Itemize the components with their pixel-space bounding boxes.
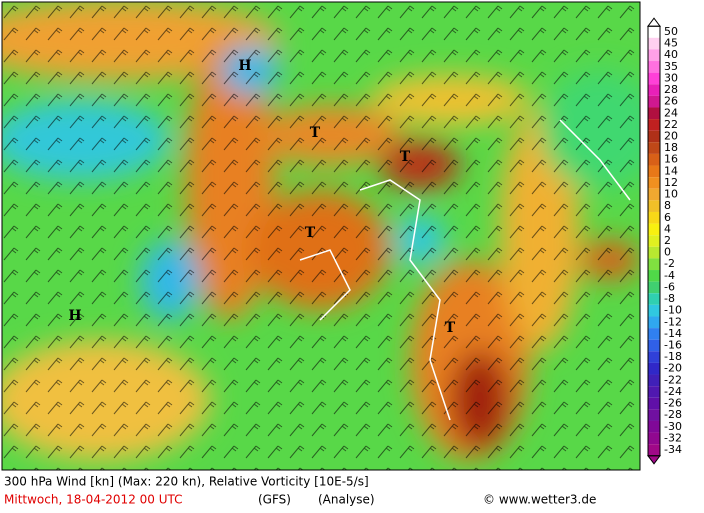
colorbar-swatch <box>648 281 660 294</box>
footer-credit: © www.wetter3.de <box>483 493 596 507</box>
colorbar-swatch <box>648 351 660 363</box>
colorbar-label: -22 <box>664 373 682 386</box>
footer-run: (Analyse) <box>318 493 375 507</box>
colorbar-label: -24 <box>664 385 682 398</box>
colorbar-swatch <box>648 200 660 212</box>
colorbar-swatch <box>648 177 660 189</box>
colorbar-swatch <box>648 270 660 282</box>
colorbar-swatch <box>648 386 660 398</box>
colorbar-label: -4 <box>664 269 675 282</box>
footer-model: (GFS) <box>258 493 291 507</box>
colorbar-label: 12 <box>664 176 678 189</box>
colorbar-swatch <box>648 258 660 271</box>
colorbar-swatch <box>648 328 660 340</box>
colorbar-label: 16 <box>664 153 678 166</box>
colorbar-label: -34 <box>664 443 682 456</box>
colorbar-bottom-arrow <box>647 455 661 465</box>
colorbar-label: 18 <box>664 141 678 154</box>
colorbar-label: 24 <box>664 106 678 119</box>
colorbar-label: 40 <box>664 48 678 61</box>
colorbar-swatch <box>648 223 660 236</box>
colorbar-label: 4 <box>664 222 671 235</box>
colorbar-swatch <box>648 304 660 317</box>
colorbar-swatch <box>648 95 660 108</box>
colorbar-label: -32 <box>664 431 682 444</box>
colorbar-swatch <box>648 235 660 247</box>
colorbar-swatch <box>648 397 660 410</box>
colorbar-swatch <box>648 444 660 456</box>
colorbar-swatch <box>648 165 660 178</box>
colorbar-label: 35 <box>664 60 678 73</box>
colorbar-label: 20 <box>664 130 678 143</box>
pressure-center: T <box>400 149 411 165</box>
colorbar-label: 2 <box>664 234 671 247</box>
colorbar-label: -2 <box>664 257 675 270</box>
colorbar-label: 10 <box>664 188 678 201</box>
colorbar-label: -12 <box>664 315 682 328</box>
colorbar-label: 26 <box>664 95 678 108</box>
colorbar-swatch <box>648 420 660 433</box>
colorbar-label: 45 <box>664 37 678 50</box>
colorbar-label: -30 <box>664 420 682 433</box>
colorbar-label: -16 <box>664 339 682 352</box>
pressure-center: H <box>238 58 251 74</box>
colorbar-swatch <box>648 211 660 224</box>
colorbar-label: -14 <box>664 327 682 340</box>
colorbar-swatch <box>648 246 660 259</box>
colorbar-swatch <box>648 130 660 143</box>
footer-date: Mittwoch, 18-04-2012 00 UTC <box>4 493 183 507</box>
colorbar-label: 6 <box>664 211 671 224</box>
colorbar-label: 28 <box>664 83 678 96</box>
colorbar-label: -28 <box>664 408 682 421</box>
colorbar-label: 30 <box>664 71 678 84</box>
colorbar-swatch <box>648 107 660 120</box>
colorbar-label: -6 <box>664 280 675 293</box>
colorbar-label: -8 <box>664 292 675 305</box>
colorbar-label: 14 <box>664 164 678 177</box>
colorbar-swatch <box>648 61 660 73</box>
map-field <box>2 2 640 470</box>
footer-title: 300 hPa Wind [kn] (Max: 220 kn), Relativ… <box>4 475 369 489</box>
map-frame <box>1 1 641 471</box>
colorbar-swatch <box>648 84 660 96</box>
colorbar-label: 22 <box>664 118 678 131</box>
colorbar-swatch <box>648 432 660 445</box>
colorbar-swatch <box>648 409 660 421</box>
colorbar-label: 0 <box>664 246 671 259</box>
colorbar-swatch <box>648 339 660 352</box>
colorbar-label: 8 <box>664 199 671 212</box>
pressure-center: T <box>305 225 316 241</box>
colorbar-swatch <box>648 49 660 62</box>
colorbar-swatch <box>648 362 660 375</box>
colorbar-swatch <box>648 316 660 329</box>
colorbar-top-arrow <box>647 17 661 27</box>
colorbar-swatch <box>648 188 660 201</box>
colorbar-frame <box>647 25 661 457</box>
colorbar-label: 50 <box>664 25 678 38</box>
colorbar-swatch <box>648 37 660 50</box>
colorbar-swatch <box>648 26 660 38</box>
colorbar-swatch <box>648 72 660 85</box>
pressure-center: T <box>310 125 321 141</box>
colorbar-swatch <box>648 142 660 154</box>
colorbar-swatch <box>648 153 660 166</box>
colorbar-swatch <box>648 293 660 305</box>
colorbar-label: -10 <box>664 304 682 317</box>
pressure-center: T <box>445 320 456 336</box>
colorbar-swatch <box>648 374 660 387</box>
colorbar-label: -26 <box>664 397 682 410</box>
colorbar-label: -18 <box>664 350 682 363</box>
pressure-center: H <box>68 308 81 324</box>
colorbar-swatch <box>648 119 660 131</box>
colorbar-label: -20 <box>664 362 682 375</box>
